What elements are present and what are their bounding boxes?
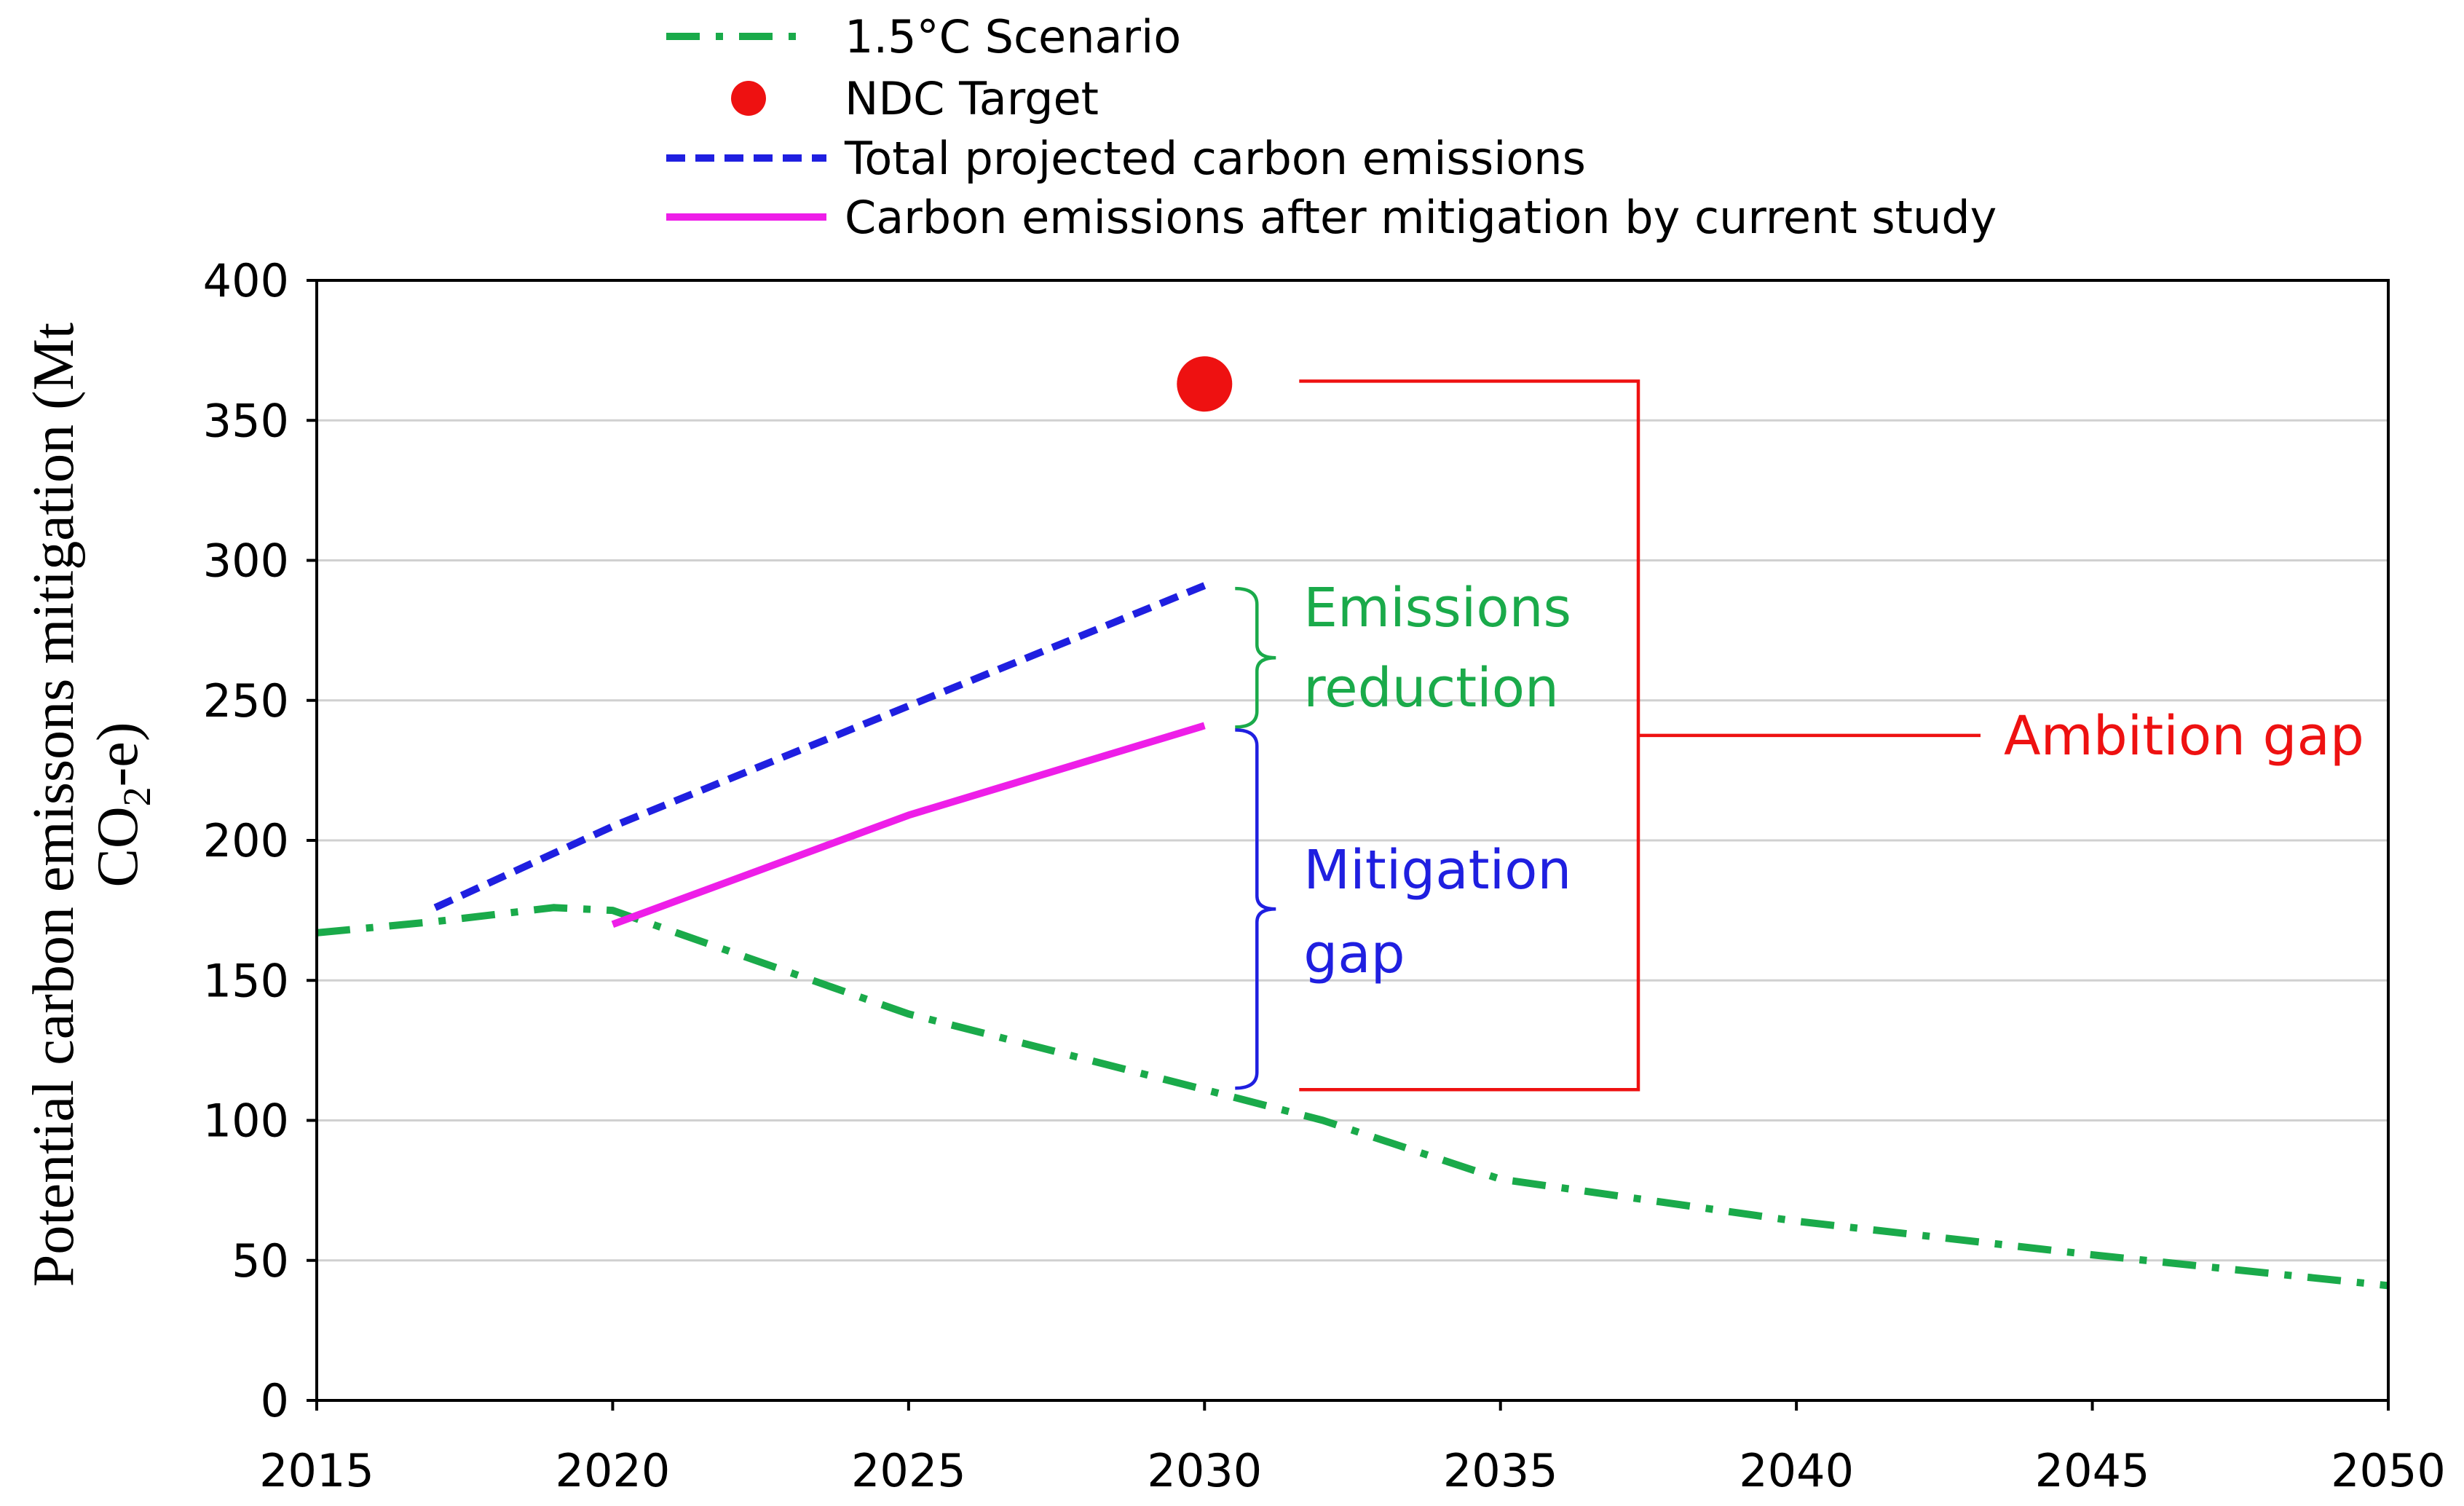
y-label-co: CO — [86, 806, 150, 887]
label-emissions-reduction-line1: Emissions — [1303, 577, 1571, 639]
x-tick-label-2015: 2015 — [259, 1444, 374, 1497]
x-axis-ticks: 2015 2020 2025 2030 2035 2040 2045 2050 — [259, 1400, 2446, 1497]
y-label-subscript: 2 — [115, 786, 159, 806]
x-tick-label-2045: 2045 — [2035, 1444, 2150, 1497]
legend-label-total: Total projected carbon emissions — [844, 132, 1586, 185]
y-axis-label-line2: CO2-e) — [86, 722, 159, 888]
y-tick-label-0: 0 — [261, 1374, 289, 1427]
label-mitigation-gap-line2: gap — [1303, 923, 1405, 985]
x-tick-label-2025: 2025 — [851, 1444, 966, 1497]
label-ambition-gap: Ambition gap — [2004, 705, 2364, 768]
x-tick-label-2040: 2040 — [1739, 1444, 1854, 1497]
x-tick-label-2020: 2020 — [556, 1444, 671, 1497]
y-tick-label-200: 200 — [203, 814, 289, 867]
x-tick-label-2050: 2050 — [2331, 1444, 2446, 1497]
legend-swatch-ndc — [731, 81, 766, 116]
label-mitigation-gap-line1: Mitigation — [1303, 839, 1571, 902]
y-tick-label-100: 100 — [203, 1095, 289, 1148]
x-tick-label-2030: 2030 — [1147, 1444, 1262, 1497]
series-line-total-projected-carbon-emissions — [433, 582, 1207, 911]
series-line-1-5-c-scenario — [316, 904, 2389, 1290]
y-tick-label-400: 400 — [203, 254, 289, 307]
y-axis-label-line1: Potential carbon emissons mitigation (Mt — [22, 323, 86, 1287]
y-axis-ticks: 0 50 100 150 200 250 300 350 400 — [203, 254, 317, 1427]
legend-item-after: Carbon emissions after mitigation by cur… — [666, 191, 1997, 244]
legend: 1.5°C Scenario NDC Target Total projecte… — [666, 10, 1997, 244]
series-layer — [316, 356, 2389, 1290]
label-emissions-reduction-line2: reduction — [1303, 657, 1559, 720]
annotation-layer: Emissions reduction Mitigation gap Ambition … — [1235, 379, 2364, 1092]
point-ndc-target-0 — [1177, 356, 1233, 412]
legend-item-total: Total projected carbon emissions — [666, 132, 1586, 185]
legend-item-ndc: NDC Target — [731, 72, 1099, 125]
series-line-carbon-emissions-after-mitigation-by-current-study — [611, 722, 1206, 928]
legend-label-ndc: NDC Target — [845, 72, 1099, 125]
y-label-suffix: -e) — [86, 722, 150, 787]
gridlines — [317, 419, 2388, 1262]
y-tick-label-150: 150 — [203, 954, 289, 1007]
y-tick-label-350: 350 — [203, 394, 289, 447]
y-tick-label-300: 300 — [203, 535, 289, 588]
x-tick-label-2035: 2035 — [1443, 1444, 1558, 1497]
legend-item-scenario: 1.5°C Scenario — [666, 10, 1181, 63]
y-tick-label-50: 50 — [232, 1234, 289, 1288]
legend-label-scenario: 1.5°C Scenario — [845, 10, 1181, 63]
y-tick-label-250: 250 — [203, 674, 289, 728]
y-axis-label: Potential carbon emissons mitigation (Mt… — [22, 323, 159, 1287]
legend-label-after: Carbon emissions after mitigation by cur… — [845, 191, 1997, 244]
